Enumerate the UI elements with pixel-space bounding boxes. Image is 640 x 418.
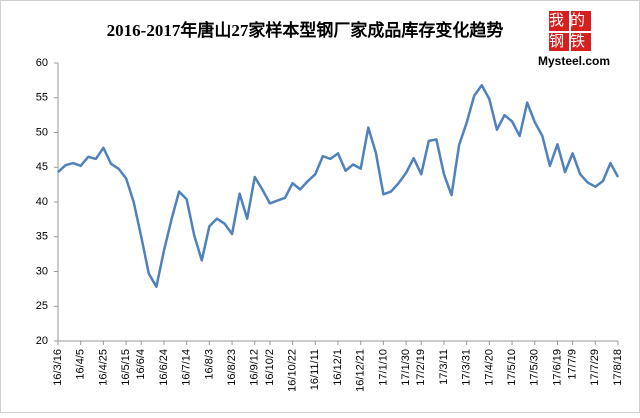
x-tick-label: 16/6/4 <box>135 349 147 380</box>
x-tick-label: 17/1/30 <box>400 349 412 386</box>
logo-box <box>571 11 591 31</box>
x-tick-label: 16/5/15 <box>120 349 132 386</box>
x-tick-label: 16/12/1 <box>332 349 344 386</box>
logo-box <box>549 11 569 31</box>
chart-title: 2016-2017年唐山27家样本型钢厂家成品库存变化趋势 <box>107 20 504 40</box>
x-tick-label: 16/12/21 <box>355 349 367 392</box>
logo-cn: 钢铁 <box>549 33 591 50</box>
y-tick-label: 60 <box>36 57 48 69</box>
x-tick-label: 17/3/11 <box>438 349 450 385</box>
x-tick-label: 16/9/12 <box>249 349 261 386</box>
x-tick-label: 16/7/14 <box>181 349 193 386</box>
x-tick-label: 16/4/25 <box>97 349 109 386</box>
logo-cn: 我的 <box>549 12 591 29</box>
y-tick-label: 30 <box>36 265 48 277</box>
logo-box <box>571 33 591 51</box>
x-tick-label: 17/7/9 <box>567 349 579 380</box>
x-tick-label: 16/8/3 <box>203 349 215 380</box>
logo-box <box>549 33 569 51</box>
x-tick-label: 16/11/11 <box>309 349 321 390</box>
x-tick-label: 17/3/31 <box>461 349 473 386</box>
line <box>57 83 620 289</box>
x-tick-label: 17/7/29 <box>589 349 601 386</box>
x-tick-label: 16/6/24 <box>158 349 170 386</box>
y-tick-label: 40 <box>36 196 48 208</box>
y-tick-label: 35 <box>36 231 48 243</box>
x-tick-label: 17/5/10 <box>506 349 518 386</box>
y-tick-label: 25 <box>36 300 48 312</box>
logo-en: Mysteel.com <box>538 54 610 68</box>
y-tick-label: 55 <box>36 92 48 104</box>
x-tick-label: 17/5/30 <box>529 349 541 386</box>
y-tick-label: 50 <box>36 126 48 138</box>
y-tick-label: 45 <box>36 161 48 173</box>
x-tick-label: 17/4/20 <box>483 349 495 386</box>
x-tick-label: 16/8/23 <box>226 349 238 386</box>
x-tick-label: 16/10/2 <box>264 349 276 386</box>
x-tick-label: 16/10/22 <box>287 349 299 392</box>
x-tick-label: 17/8/18 <box>612 349 624 386</box>
y-tick-label: 20 <box>36 335 48 347</box>
x-tick-label: 17/6/19 <box>551 349 563 386</box>
x-tick-label: 16/3/16 <box>52 349 64 386</box>
x-tick-label: 17/2/19 <box>415 349 427 386</box>
x-tick-label: 16/4/5 <box>75 349 87 380</box>
x-tick-label: 17/1/10 <box>377 349 389 386</box>
